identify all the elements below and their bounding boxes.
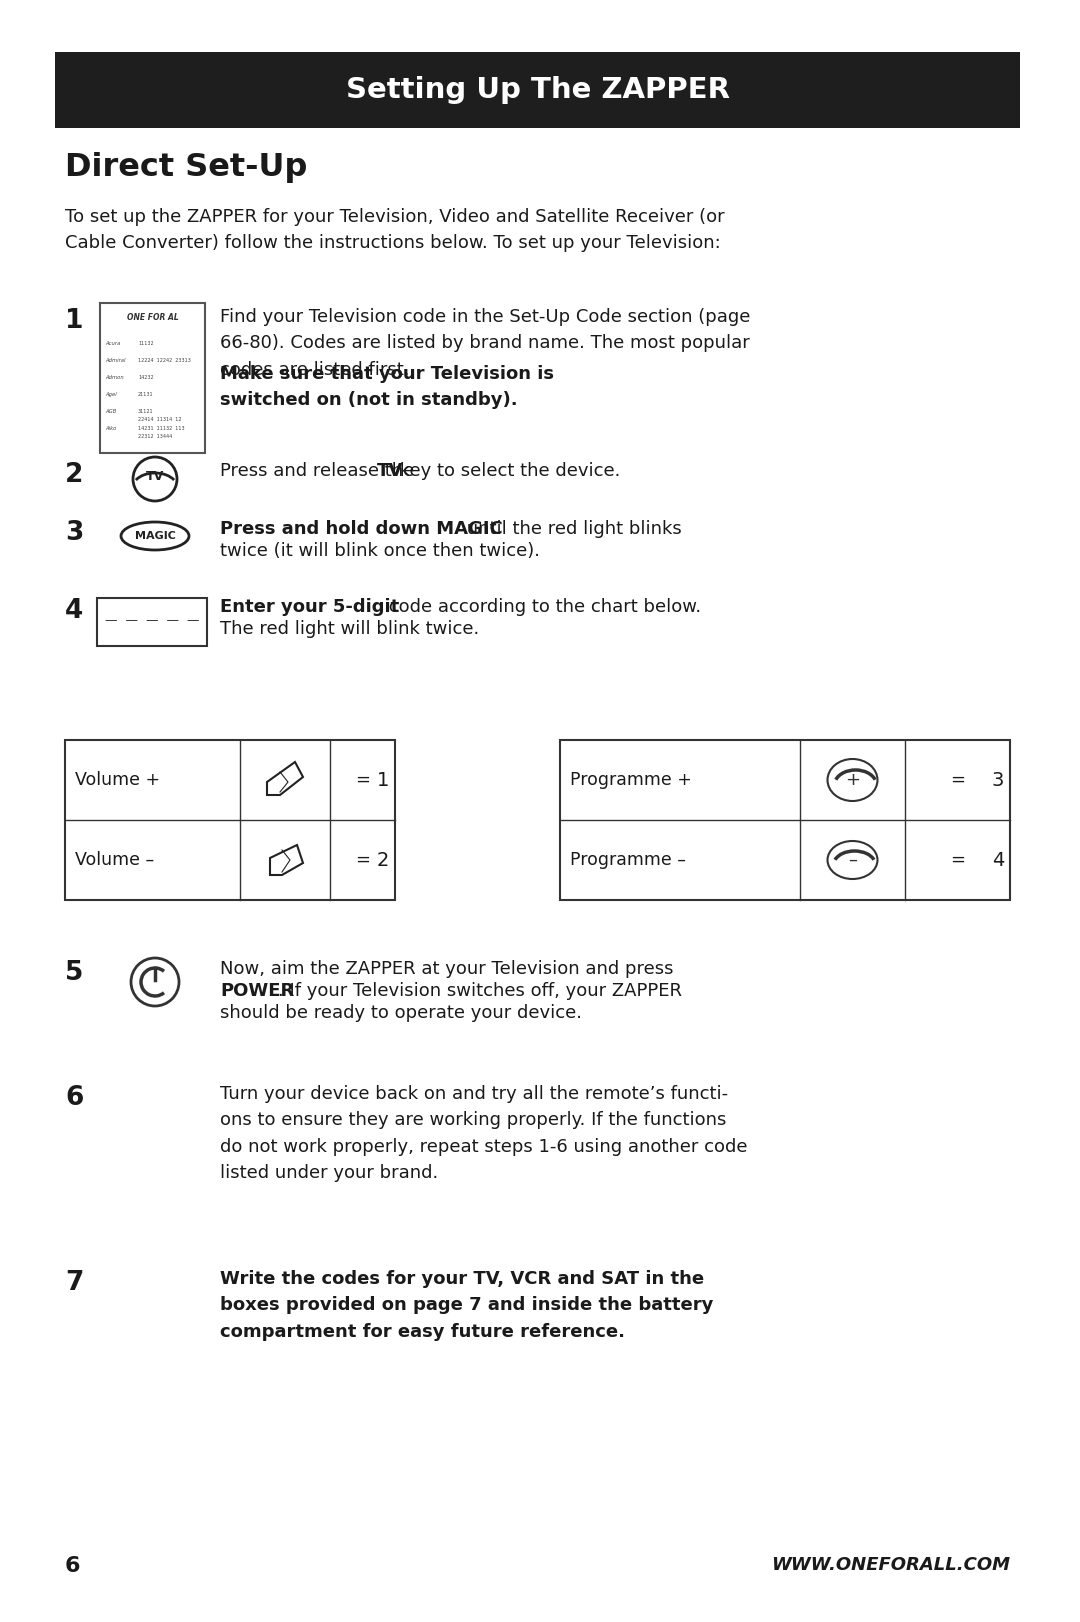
Text: should be ready to operate your device.: should be ready to operate your device. [220, 1004, 582, 1022]
Text: 3: 3 [991, 770, 1004, 790]
Text: until the red light blinks: until the red light blinks [461, 521, 681, 539]
Text: 11132: 11132 [138, 341, 153, 345]
Text: 7: 7 [65, 1270, 83, 1296]
Text: +: + [845, 770, 860, 788]
Text: 5: 5 [65, 960, 83, 986]
Text: Programme +: Programme + [570, 770, 692, 788]
Text: . If your Television switches off, your ZAPPER: . If your Television switches off, your … [278, 981, 681, 1001]
Text: 21131: 21131 [138, 393, 153, 397]
Text: POWER: POWER [220, 981, 294, 1001]
Bar [561, 740, 1010, 900]
Ellipse shape [121, 522, 189, 550]
Text: Turn your device back on and try all the remote’s functi-
ons to ensure they are: Turn your device back on and try all the… [220, 1085, 747, 1182]
Bar [65, 740, 395, 900]
Text: 1: 1 [65, 308, 83, 334]
Text: Volume –: Volume – [75, 852, 154, 869]
Text: Admiral: Admiral [105, 358, 125, 363]
Text: 4: 4 [991, 850, 1004, 869]
Text: 6: 6 [65, 1555, 81, 1577]
Ellipse shape [827, 840, 877, 879]
Text: =: = [355, 770, 370, 788]
Text: 2: 2 [377, 850, 389, 869]
Text: 3: 3 [65, 521, 83, 547]
Text: —  —  —  —  —: — — — — — [105, 613, 199, 626]
Text: 22312  13444: 22312 13444 [138, 435, 172, 440]
Text: 14232: 14232 [138, 375, 153, 380]
Text: TV: TV [146, 470, 164, 483]
Text: twice (it will blink once then twice).: twice (it will blink once then twice). [220, 542, 540, 560]
Text: TV: TV [377, 462, 403, 480]
Circle shape [131, 959, 179, 1006]
Text: 4: 4 [65, 599, 83, 624]
Text: Programme –: Programme – [570, 852, 686, 869]
Bar [100, 303, 205, 453]
Text: Acura: Acura [105, 341, 120, 345]
Text: 22414  11314  12: 22414 11314 12 [138, 417, 181, 422]
Text: 14231  11132  113: 14231 11132 113 [138, 427, 185, 431]
Text: 1: 1 [377, 770, 389, 790]
Text: 2: 2 [65, 462, 83, 488]
Text: =: = [950, 852, 966, 869]
Text: AGB: AGB [105, 409, 117, 414]
Text: Aiko: Aiko [105, 427, 117, 431]
Text: Write the codes for your TV, VCR and SAT in the
boxes provided on page 7 and ins: Write the codes for your TV, VCR and SAT… [220, 1270, 714, 1341]
Text: Now, aim the ZAPPER at your Television and press: Now, aim the ZAPPER at your Television a… [220, 960, 674, 978]
Text: Enter your 5-digit: Enter your 5-digit [220, 599, 400, 616]
Bar [97, 599, 207, 646]
Text: MAGIC: MAGIC [135, 530, 175, 542]
Text: code according to the chart below.: code according to the chart below. [383, 599, 701, 616]
Text: 12224  12242  23313: 12224 12242 23313 [138, 358, 191, 363]
Text: 31121: 31121 [138, 409, 153, 414]
Text: ONE FOR AL: ONE FOR AL [126, 313, 178, 323]
Text: Press and hold down MAGIC: Press and hold down MAGIC [220, 521, 503, 539]
Bar [55, 52, 1020, 128]
Text: key to select the device.: key to select the device. [394, 462, 620, 480]
Text: Make sure that your Television is
switched on (not in standby).: Make sure that your Television is switch… [220, 365, 554, 409]
Circle shape [133, 457, 177, 501]
Text: Agel: Agel [105, 393, 117, 397]
Text: Admon: Admon [105, 375, 124, 380]
Text: –: – [848, 852, 858, 869]
Text: Direct Set-Up: Direct Set-Up [65, 152, 308, 183]
Text: Volume +: Volume + [75, 770, 160, 788]
Text: 6: 6 [65, 1085, 83, 1111]
Text: Press and release the: Press and release the [220, 462, 420, 480]
Text: Find your Television code in the Set-Up Code section (page
66-80). Codes are lis: Find your Television code in the Set-Up … [220, 308, 751, 380]
Ellipse shape [827, 759, 877, 801]
Text: WWW.ONEFORALL.COM: WWW.ONEFORALL.COM [771, 1555, 1010, 1573]
Text: The red light will blink twice.: The red light will blink twice. [220, 620, 480, 637]
Text: =: = [355, 852, 370, 869]
Text: To set up the ZAPPER for your Television, Video and Satellite Receiver (or
Cable: To set up the ZAPPER for your Television… [65, 208, 725, 253]
Text: Setting Up The ZAPPER: Setting Up The ZAPPER [346, 76, 729, 104]
Text: =: = [950, 770, 966, 788]
